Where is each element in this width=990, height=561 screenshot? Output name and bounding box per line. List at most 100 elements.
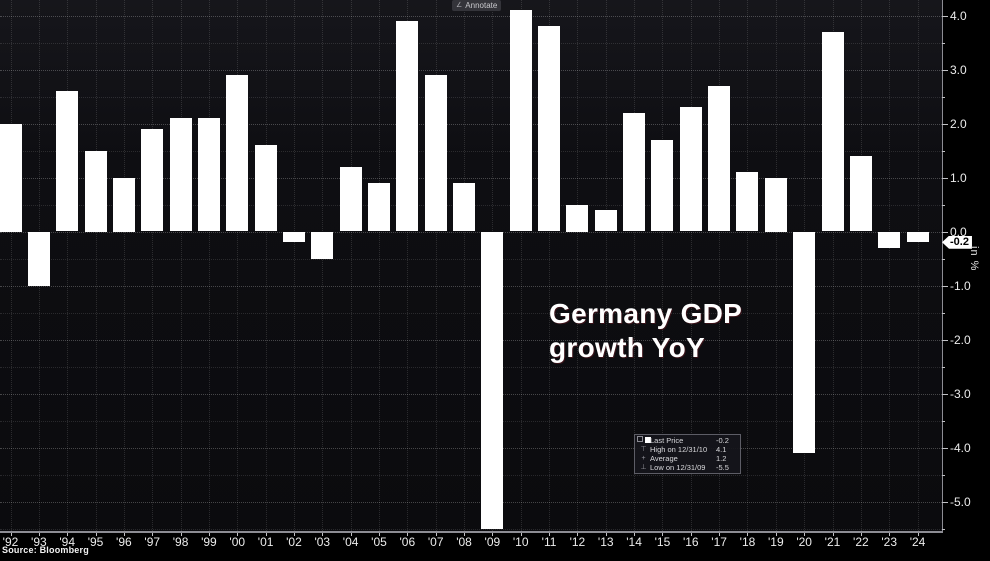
bar-17[interactable]	[708, 85, 731, 232]
v-gridline	[719, 0, 721, 531]
x-tick	[719, 533, 721, 536]
bar-02[interactable]	[282, 231, 305, 243]
h-gridline	[0, 312, 942, 314]
x-tick	[917, 533, 919, 536]
bar-13[interactable]	[594, 209, 617, 232]
y-tick-label: 2.0	[950, 116, 967, 131]
x-tick	[10, 533, 12, 536]
bar-14[interactable]	[623, 112, 646, 232]
bar-06[interactable]	[396, 20, 419, 232]
bar-23[interactable]	[878, 231, 901, 248]
x-tick-label: '98	[172, 535, 189, 549]
h-gridline	[0, 447, 942, 449]
x-tick	[152, 533, 154, 536]
y-tick-label: -4.0	[950, 440, 971, 455]
legend-box[interactable]: Last Price -0.2 ⊤ High on 12/31/10 4.1 + Avera…	[634, 434, 741, 474]
v-gridline	[577, 0, 579, 531]
chart-title-line1: Germany GDP	[549, 298, 743, 329]
x-tick	[435, 533, 437, 536]
x-tick	[577, 533, 579, 536]
v-gridline	[605, 0, 607, 531]
x-tick-label: '03	[314, 535, 331, 549]
legend-label: Last Price	[650, 436, 684, 445]
x-tick-label: '04	[342, 535, 359, 549]
bar-18[interactable]	[736, 172, 759, 232]
y-tick	[942, 123, 948, 125]
x-tick-label: '02	[286, 535, 302, 549]
bar-10[interactable]	[509, 10, 532, 232]
h-gridline	[0, 123, 942, 125]
x-tick-label: '20	[796, 535, 812, 549]
bar-94[interactable]	[56, 91, 79, 232]
x-tick-label: '16	[682, 535, 699, 549]
y-tick	[942, 177, 948, 179]
bar-08[interactable]	[453, 182, 476, 232]
high-marker-icon: ⊤	[640, 446, 647, 453]
v-gridline	[123, 0, 125, 531]
bar-99[interactable]	[197, 118, 220, 232]
x-tick-label: '24	[909, 535, 926, 549]
h-gridline	[0, 474, 942, 476]
legend-label: High on 12/31/10	[650, 445, 708, 454]
y-tick	[942, 258, 945, 260]
y-tick	[942, 150, 945, 152]
v-gridline	[67, 0, 69, 531]
x-tick-label: '07	[427, 535, 444, 549]
x-tick-label: '15	[654, 535, 671, 549]
x-tick-label: '94	[59, 535, 76, 549]
x-tick-label: '11	[541, 535, 557, 549]
h-gridline	[0, 528, 942, 530]
x-tick-label: '09	[484, 535, 501, 549]
bar-16[interactable]	[679, 107, 702, 232]
v-gridline	[520, 0, 522, 531]
x-tick	[407, 533, 409, 536]
x-tick-label: '96	[116, 535, 132, 549]
bar-09[interactable]	[481, 231, 504, 529]
bar-11[interactable]	[538, 26, 561, 232]
bar-21[interactable]	[821, 31, 844, 232]
annotate-button[interactable]: ∠ Annotate	[452, 0, 502, 11]
bar-04[interactable]	[339, 166, 362, 232]
x-tick	[95, 533, 97, 536]
v-gridline	[208, 0, 210, 531]
x-tick	[889, 533, 891, 536]
bar-98[interactable]	[169, 118, 192, 232]
legend-row-low-marker: ⊥ Low on 12/31/09 -5.5	[637, 463, 738, 472]
x-tick	[293, 533, 295, 536]
x-tick-label: '01	[257, 535, 274, 549]
bar-92[interactable]	[0, 123, 22, 232]
bar-05[interactable]	[367, 182, 390, 232]
average-marker-icon: +	[641, 455, 646, 462]
x-tick	[350, 533, 352, 536]
v-gridline	[322, 0, 324, 531]
v-gridline	[549, 0, 551, 531]
bar-20[interactable]	[793, 231, 816, 453]
bar-97[interactable]	[141, 128, 164, 232]
bar-96[interactable]	[112, 177, 135, 232]
bar-01[interactable]	[254, 145, 277, 232]
legend-collapse-icon[interactable]	[637, 435, 643, 442]
bar-19[interactable]	[764, 177, 787, 232]
y-tick	[942, 42, 945, 44]
bar-07[interactable]	[424, 74, 447, 232]
bar-95[interactable]	[84, 150, 107, 232]
v-gridline	[95, 0, 97, 531]
h-gridline	[0, 42, 942, 44]
bar-03[interactable]	[311, 231, 334, 259]
bar-12[interactable]	[566, 204, 589, 232]
bar-00[interactable]	[226, 74, 249, 232]
x-tick-label: '12	[569, 535, 586, 549]
x-tick	[520, 533, 522, 536]
bar-15[interactable]	[651, 139, 674, 232]
legend-value: -5.5	[716, 463, 729, 472]
source-attribution: Source: Bloomberg	[2, 545, 89, 555]
bar-93[interactable]	[27, 231, 50, 286]
bar-22[interactable]	[849, 155, 872, 232]
legend-value: 1.2	[716, 454, 727, 463]
v-gridline	[265, 0, 267, 531]
legend-row-average-marker: + Average 1.2	[637, 454, 738, 463]
v-gridline	[10, 0, 12, 531]
bar-24[interactable]	[906, 231, 929, 243]
v-gridline	[435, 0, 437, 531]
h-gridline	[0, 285, 942, 287]
